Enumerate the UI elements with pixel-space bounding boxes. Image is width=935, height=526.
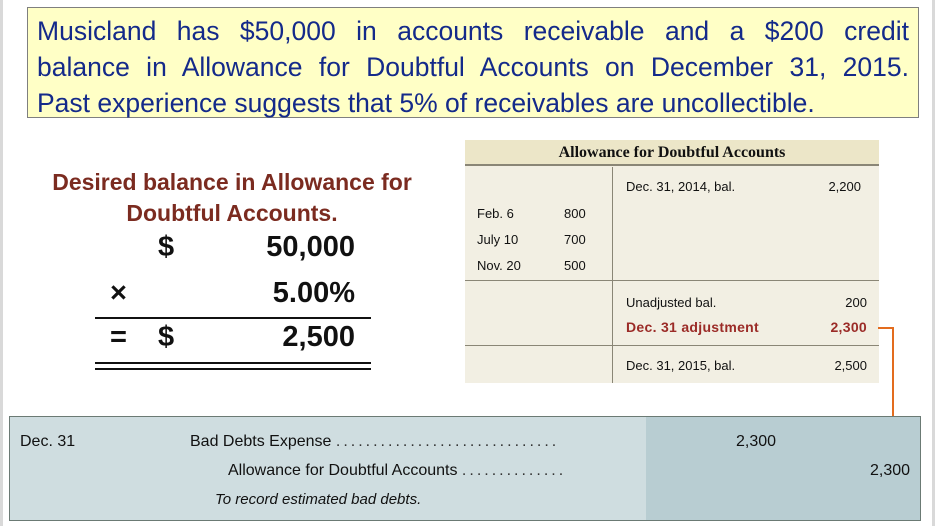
credit-unadjusted-label: Unadjusted bal.	[626, 295, 717, 310]
arrow-vertical-segment	[892, 327, 894, 447]
journal-credit-account-name: Allowance for Doubtful Accounts	[228, 462, 458, 479]
calc-double-rule-bottom	[95, 368, 371, 370]
credit-unadjusted-amount: 200	[845, 295, 867, 310]
problem-line-2: balance in Allowance for Doubtful Accoun…	[37, 52, 909, 82]
calc-value: 5.00%	[272, 277, 355, 309]
debit-amount: 800	[564, 206, 586, 221]
calculation-heading-line-2: Doubtful Accounts.	[126, 200, 338, 226]
journal-credit-column	[778, 417, 920, 520]
journal-debit-account: Bad Debts Expense ......................…	[190, 433, 559, 451]
slide-right-edge	[932, 0, 935, 526]
credit-adjustment-label: Dec. 31 adjustment	[626, 319, 759, 335]
credit-ending-label: Dec. 31, 2015, bal.	[626, 358, 736, 373]
t-account-center-line	[612, 167, 613, 383]
credit-beginning-label: Dec. 31, 2014, bal.	[626, 179, 736, 194]
slide-left-edge	[0, 0, 3, 526]
t-account-allowance: Allowance for Doubtful Accounts Feb. 6 8…	[465, 140, 879, 383]
journal-debit-column	[646, 417, 778, 520]
debit-date: Feb. 6	[477, 206, 514, 221]
calc-row-result: = $ 2,500	[95, 321, 375, 361]
calc-row-receivables: $ 50,000	[95, 231, 375, 271]
credit-beginning-amount: 2,200	[828, 179, 861, 194]
journal-debit-account-name: Bad Debts Expense	[190, 433, 332, 450]
calc-currency: $	[158, 231, 175, 263]
calc-single-rule	[95, 317, 371, 319]
problem-statement: Musicland has $50,000 in accounts receiv…	[27, 7, 919, 118]
calc-symbol: =	[110, 321, 127, 353]
journal-debit-amount: 2,300	[736, 433, 777, 450]
t-account-divider-1	[465, 280, 879, 281]
journal-date: Dec. 31	[20, 433, 76, 450]
leader-dots: ..............................	[335, 433, 560, 450]
journal-description-area	[10, 417, 646, 520]
calc-row-rate: × 5.00%	[95, 277, 375, 317]
debit-amount: 500	[564, 258, 586, 273]
debit-amount: 700	[564, 232, 586, 247]
debit-date: July 10	[477, 232, 519, 247]
journal-entry: Dec. 31 Bad Debts Expense ..............…	[9, 416, 921, 521]
calculation-heading-line-1: Desired balance in Allowance for	[52, 169, 412, 195]
t-account-divider-2	[465, 345, 879, 346]
journal-description: To record estimated bad debts.	[215, 491, 422, 508]
t-account-title: Allowance for Doubtful Accounts	[558, 144, 786, 161]
calc-value: 50,000	[266, 231, 355, 263]
calc-symbol: ×	[110, 277, 127, 309]
calc-currency: $	[158, 321, 175, 353]
calc-value: 2,500	[282, 321, 355, 353]
journal-credit-amount: 2,300	[870, 462, 911, 479]
leader-dots: ..............	[461, 462, 567, 479]
arrow-horizontal-segment	[878, 327, 894, 329]
debit-date: Nov. 20	[477, 258, 521, 273]
t-account-title-bar: Allowance for Doubtful Accounts	[465, 140, 879, 166]
journal-credit-account: Allowance for Doubtful Accounts ........…	[228, 462, 566, 480]
credit-adjustment-amount: 2,300	[830, 319, 867, 335]
credit-ending-amount: 2,500	[834, 358, 867, 373]
calculation-heading: Desired balance in Allowance for Doubtfu…	[22, 167, 442, 229]
calc-double-rule-top	[95, 362, 371, 364]
problem-line-3: Past experience suggests that 5% of rece…	[37, 88, 815, 118]
problem-line-1: Musicland has $50,000 in accounts receiv…	[37, 16, 909, 46]
